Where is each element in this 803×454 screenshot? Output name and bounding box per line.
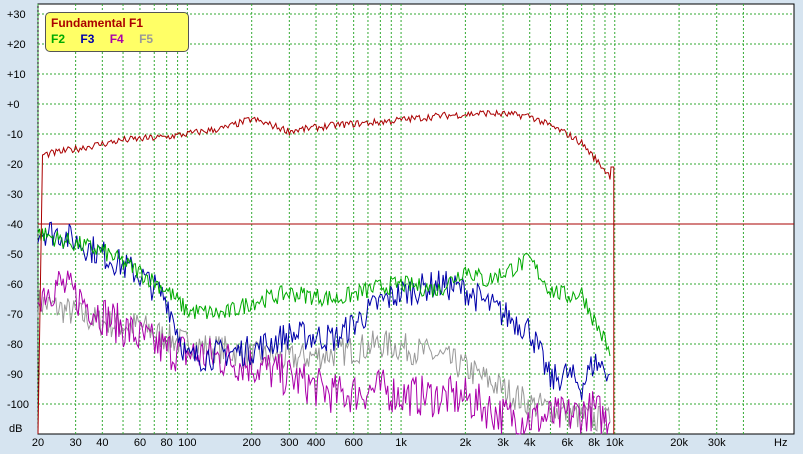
series-line-f4: [37, 270, 611, 435]
y-tick-label: +0: [7, 99, 20, 111]
series-line-fundamental-f1: [37, 109, 615, 435]
series-line-f2: [37, 227, 611, 357]
x-tick-label: 2k: [460, 437, 472, 449]
y-tick-label: -70: [7, 309, 23, 321]
x-tick-label: 20: [32, 437, 44, 449]
x-tick-label: 1k: [395, 437, 407, 449]
y-tick-label: +10: [7, 69, 26, 81]
x-unit-label: Hz: [774, 437, 787, 449]
y-tick-label: -30: [7, 189, 23, 201]
legend-f3: F3: [80, 32, 95, 46]
x-tick-label: 10k: [606, 437, 624, 449]
x-tick-label: 100: [178, 437, 196, 449]
y-tick-label: +20: [7, 39, 26, 51]
legend-f2: F2: [51, 32, 66, 46]
y-unit-label: dB: [9, 423, 22, 435]
x-tick-label: 6k: [562, 437, 574, 449]
y-tick-label: -90: [7, 369, 23, 381]
x-tick-label: 60: [134, 437, 146, 449]
series-line-f3: [37, 221, 611, 401]
y-tick-label: -60: [7, 279, 23, 291]
y-tick-label: +30: [7, 9, 26, 21]
x-tick-label: 80: [161, 437, 173, 449]
y-tick-label: -50: [7, 249, 23, 261]
chart-legend: Fundamental F1 F2 F3 F4 F5: [45, 12, 189, 52]
x-tick-label: 30k: [708, 437, 726, 449]
series-line-f5: [37, 289, 611, 435]
plot-area: [37, 3, 795, 435]
x-tick-label: 600: [344, 437, 362, 449]
x-tick-label: 30: [70, 437, 82, 449]
x-tick-label: 200: [243, 437, 261, 449]
x-tick-label: 400: [307, 437, 325, 449]
x-tick-label: 3k: [497, 437, 509, 449]
y-tick-label: -40: [7, 219, 23, 231]
x-tick-label: 4k: [524, 437, 536, 449]
y-tick-label: -80: [7, 339, 23, 351]
legend-fundamental: Fundamental F1: [51, 16, 144, 30]
legend-f4: F4: [109, 32, 124, 46]
y-tick-label: -10: [7, 129, 23, 141]
x-tick-label: 20k: [670, 437, 688, 449]
legend-f5: F5: [139, 32, 154, 46]
y-tick-label: -100: [7, 399, 29, 411]
x-tick-label: 8k: [588, 437, 600, 449]
y-tick-label: -20: [7, 159, 23, 171]
x-tick-label: 300: [280, 437, 298, 449]
x-tick-label: 40: [96, 437, 108, 449]
